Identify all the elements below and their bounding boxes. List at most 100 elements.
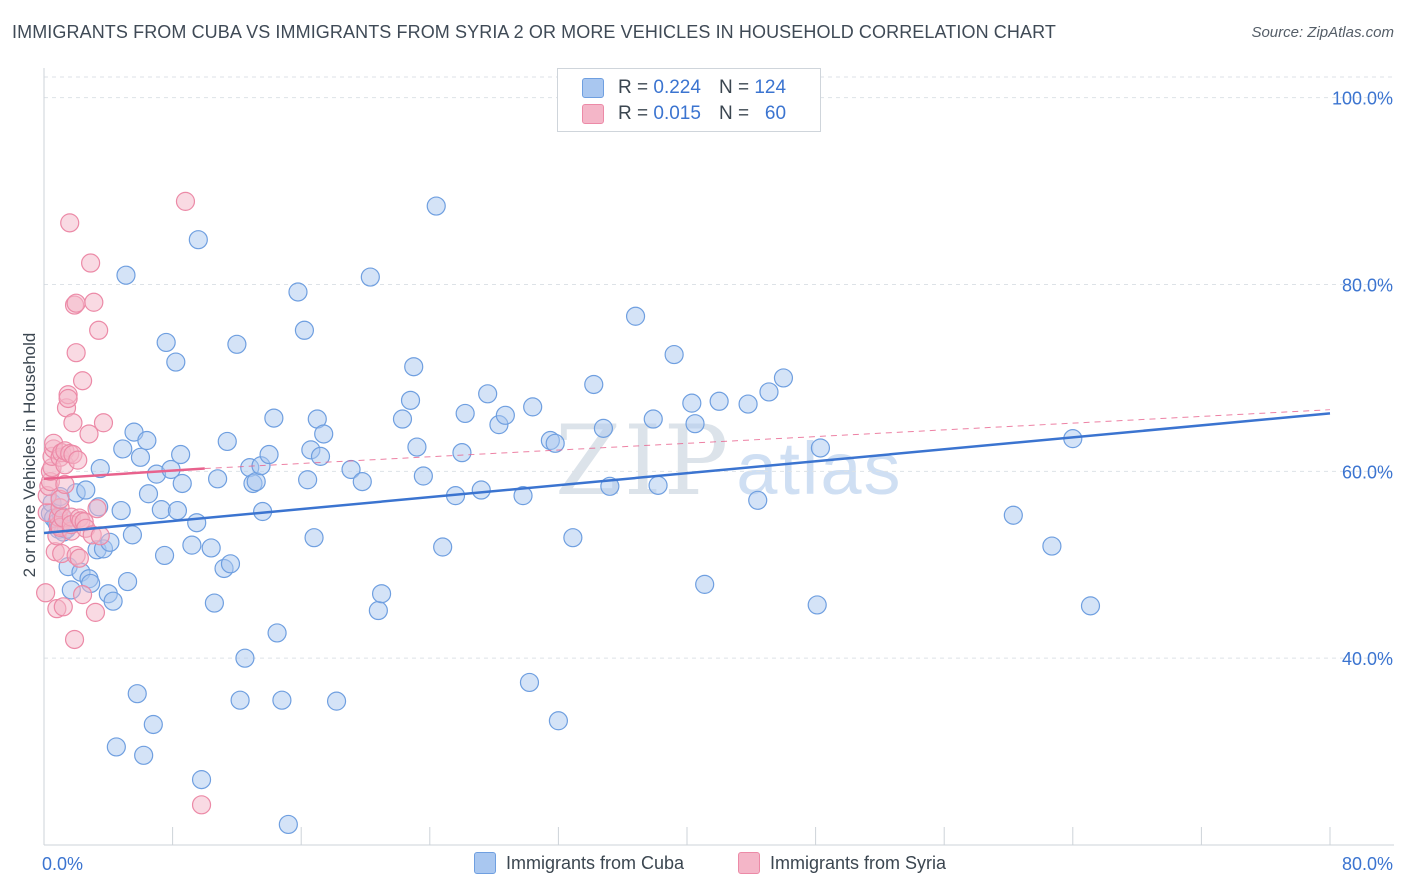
- cuba-point: [156, 332, 176, 353]
- cuba-point: [738, 394, 758, 414]
- syria-point: [87, 499, 107, 519]
- cuba-trend-line: [43, 412, 1331, 535]
- cuba-point: [426, 196, 446, 216]
- legend-label: Immigrants from Syria: [770, 852, 947, 873]
- cuba-point: [593, 418, 614, 438]
- cuba-point: [151, 500, 171, 520]
- stats-row-cuba: R = 0.224 N = 124: [582, 75, 786, 101]
- cuba-point: [201, 538, 221, 558]
- cuba-point: [455, 403, 475, 424]
- cuba-point: [106, 737, 126, 757]
- syria-point: [53, 597, 73, 617]
- cuba-point: [548, 711, 569, 731]
- r-value: 0.224: [653, 77, 701, 98]
- cuba-point: [230, 690, 250, 710]
- n-label: N =: [718, 77, 750, 98]
- cuba-point: [478, 384, 498, 404]
- cuba-point: [113, 439, 133, 459]
- cuba-point: [404, 357, 424, 377]
- cuba-swatch: [474, 852, 496, 874]
- cuba-point: [154, 545, 175, 566]
- legend: Immigrants from Cuba Immigrants from Syr…: [0, 852, 1406, 876]
- syria-point: [60, 213, 80, 233]
- syria-point: [66, 343, 86, 363]
- cuba-point: [272, 690, 292, 710]
- cuba-point: [709, 391, 729, 411]
- syria-point: [72, 585, 93, 605]
- cuba-point: [748, 490, 768, 510]
- cuba-point: [1042, 536, 1062, 556]
- cuba-point: [117, 571, 138, 592]
- cuba-point: [452, 443, 472, 463]
- cuba-point: [1003, 505, 1023, 525]
- cuba-point: [407, 437, 427, 457]
- y-tick-label: 80.0%: [1342, 276, 1393, 296]
- cuba-point: [433, 537, 453, 557]
- syria-point: [63, 413, 83, 433]
- cuba-point: [191, 770, 212, 790]
- cuba-point: [759, 382, 779, 402]
- legend-item-cuba[interactable]: Immigrants from Cuba: [474, 852, 684, 874]
- cuba-point: [298, 470, 318, 490]
- cuba-point: [695, 574, 715, 594]
- cuba-point: [519, 672, 540, 693]
- syria-point: [84, 292, 104, 312]
- syria-point: [81, 253, 101, 273]
- r-value: 0.015: [653, 103, 701, 124]
- cuba-point: [371, 584, 392, 604]
- syria-point: [58, 388, 78, 409]
- cuba-point: [584, 374, 604, 395]
- cuba-point: [1080, 596, 1101, 616]
- cuba-point: [810, 438, 831, 458]
- r-label: R =: [618, 77, 649, 98]
- cuba-point: [664, 344, 684, 365]
- n-label: N =: [718, 103, 750, 124]
- cuba-point: [182, 535, 202, 555]
- cuba-point: [643, 409, 663, 429]
- cuba-point: [400, 390, 421, 410]
- cuba-point: [294, 320, 315, 340]
- cuba-point: [360, 267, 380, 287]
- stats-row-syria: R = 0.015 N = 60: [582, 101, 786, 127]
- cuba-point: [116, 265, 136, 285]
- cuba-point: [208, 469, 228, 489]
- cuba-point: [807, 595, 827, 615]
- stats-box: R = 0.224 N = 124 R = 0.015 N = 60: [557, 68, 821, 132]
- cuba-point: [685, 414, 705, 434]
- cuba-point: [625, 306, 646, 326]
- syria-point: [69, 548, 89, 568]
- cuba-point: [326, 691, 347, 711]
- cuba-point: [368, 600, 388, 621]
- cuba-point: [187, 513, 207, 533]
- cuba-point: [259, 444, 279, 465]
- cuba-point: [235, 648, 255, 668]
- cuba-point: [137, 430, 157, 451]
- cuba-point: [76, 480, 96, 500]
- cuba-point: [288, 282, 308, 302]
- y-tick-label: 40.0%: [1342, 649, 1393, 669]
- cuba-point: [127, 684, 147, 704]
- cuba-point: [648, 475, 668, 495]
- cuba-point: [304, 528, 324, 548]
- syria-trend-extension: [204, 409, 1331, 470]
- syria-point: [175, 191, 196, 211]
- cuba-point: [166, 352, 186, 372]
- syria-point: [93, 413, 114, 433]
- cuba-point: [495, 405, 515, 425]
- cuba-point: [134, 745, 154, 765]
- legend-item-syria[interactable]: Immigrants from Syria: [738, 852, 946, 874]
- cuba-point: [267, 623, 287, 643]
- cuba-point: [563, 528, 583, 548]
- cuba-point: [172, 473, 192, 494]
- cuba-point: [278, 814, 298, 835]
- cuba-point: [138, 484, 159, 504]
- cuba-point: [352, 472, 372, 492]
- cuba-point: [167, 500, 188, 521]
- cuba-point: [111, 500, 131, 521]
- cuba-point: [471, 480, 491, 500]
- x-tick-label: 80.0%: [1342, 854, 1393, 874]
- cuba-point: [188, 230, 208, 250]
- cuba-point: [413, 466, 433, 486]
- cuba-point: [204, 593, 224, 613]
